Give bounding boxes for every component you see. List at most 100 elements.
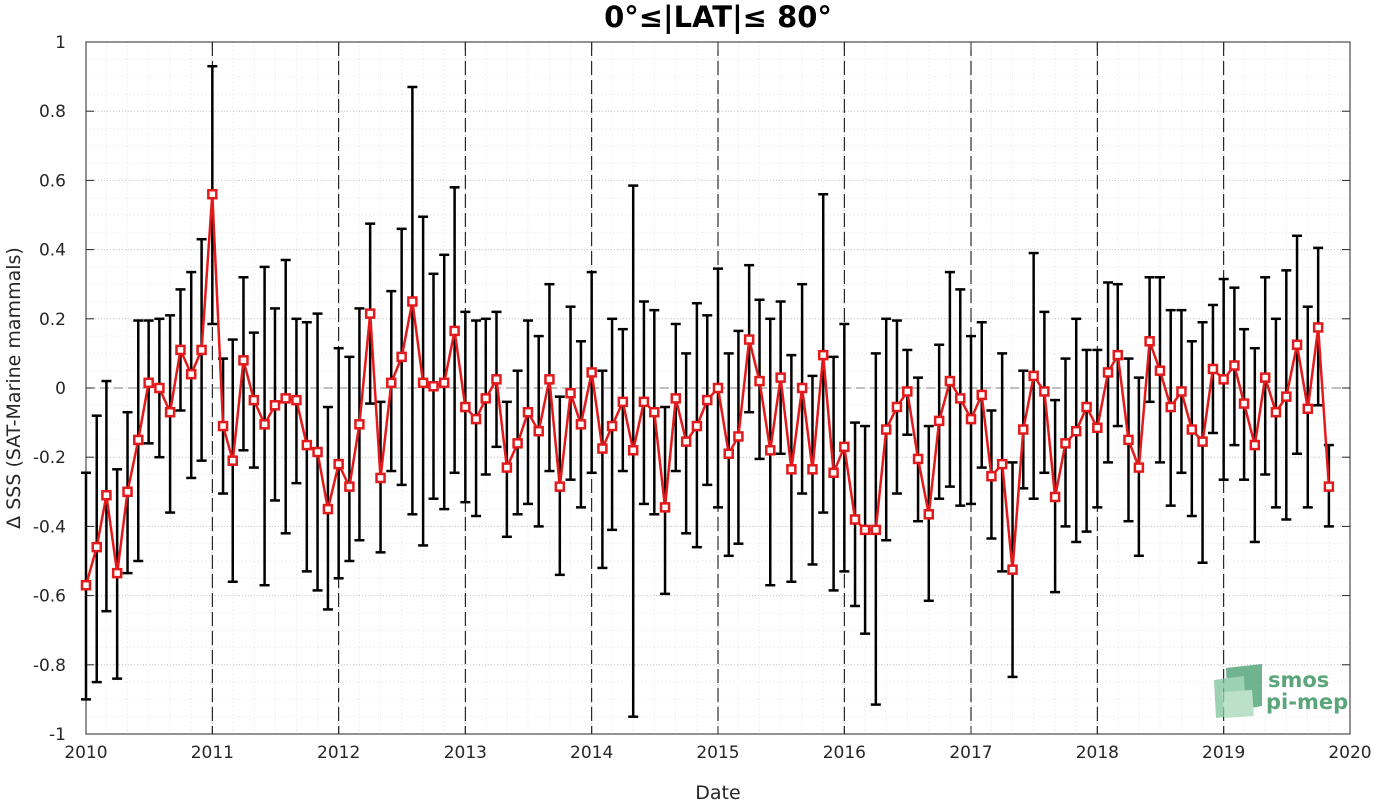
data-point [649,406,660,418]
data-point [1312,322,1324,333]
data-point [659,502,671,513]
data-point [1154,365,1166,376]
data-point [354,419,365,430]
y-tick-label: -0.4 [33,517,66,537]
data-point [723,448,734,459]
data-point [175,344,186,356]
data-point [1165,401,1176,413]
series-markers [80,188,1335,591]
data-point [1007,564,1018,575]
data-point [301,439,313,451]
data-point [817,349,829,361]
data-point [1249,439,1261,451]
data-point [1323,481,1335,492]
data-point [407,296,418,307]
logo-line2: pi-mep [1266,690,1348,714]
y-tick-label: 0.6 [39,171,66,191]
x-tick-label: 2016 [823,743,866,763]
data-point [460,401,471,413]
chart-title: 0°≤|LAT|≤ 80° [604,0,832,34]
data-point [796,382,808,394]
data-point [544,374,555,385]
data-point [839,441,850,453]
data-point [227,455,239,466]
data-point [638,396,650,408]
data-point [944,375,956,387]
data-point [575,419,587,430]
data-point [733,431,744,442]
data-point [417,377,429,389]
data-point [269,400,281,411]
data-point [1144,336,1155,347]
data-point [955,393,966,404]
data-point [280,393,291,404]
data-point [775,372,786,383]
y-tick-label: 1 [55,33,66,53]
axis-ticks [85,41,1351,735]
data-point [807,464,818,475]
data-point [1270,406,1282,418]
data-point [196,344,207,356]
data-point [1018,424,1029,435]
x-tick-label: 2014 [570,743,613,763]
data-point [986,470,997,482]
data-point [312,446,323,458]
x-tick-label: 2011 [191,743,234,763]
data-point [101,490,112,501]
data-point [428,381,439,392]
data-point [870,524,882,536]
data-point [375,472,386,484]
data-point [1291,339,1303,350]
x-axis-label: Date [695,782,740,801]
y-tick-label: 0.4 [39,241,66,261]
data-point [438,377,450,389]
data-point [670,393,682,404]
data-point [933,415,945,427]
logo-line1: smos [1268,668,1329,692]
data-point [364,308,376,319]
x-tick-label: 2020 [1328,743,1371,763]
y-tick-label: -1 [49,725,66,745]
data-point [754,375,765,387]
y-axis-label: Δ SSS (SAT-Marine mammals) [3,247,25,529]
data-point [1281,391,1292,402]
data-point [185,368,197,380]
data-point [344,481,355,492]
data-point [164,406,176,418]
data-point [1133,462,1145,473]
data-point [1112,349,1124,361]
data-point [1229,360,1240,371]
data-point [554,481,566,492]
data-point [248,394,260,406]
data-point [680,436,692,447]
data-point [522,406,534,418]
data-point [617,396,629,408]
data-point [565,387,576,399]
x-tick-label: 2018 [1076,743,1119,763]
x-tick-label: 2012 [317,743,360,763]
data-point [1238,398,1250,409]
data-point [1176,386,1187,397]
data-point [333,458,344,470]
data-point [111,567,123,579]
data-point [80,579,92,591]
data-point [512,438,523,449]
data-point [238,355,249,366]
y-tick-label: 0 [55,379,66,399]
data-point [533,426,544,437]
data-point [1092,422,1103,434]
data-point [891,401,903,413]
data-point [691,420,703,432]
data-point [1197,436,1208,447]
x-tick-label: 2013 [444,743,487,763]
data-point [1070,426,1082,437]
data-point [828,467,839,479]
logo-emblem [1214,664,1262,718]
y-tick-label: -0.6 [33,587,66,607]
data-point [1207,363,1219,375]
data-point [154,382,165,394]
data-point [1039,386,1050,397]
x-tick-label: 2017 [949,743,992,763]
data-point [702,394,713,406]
